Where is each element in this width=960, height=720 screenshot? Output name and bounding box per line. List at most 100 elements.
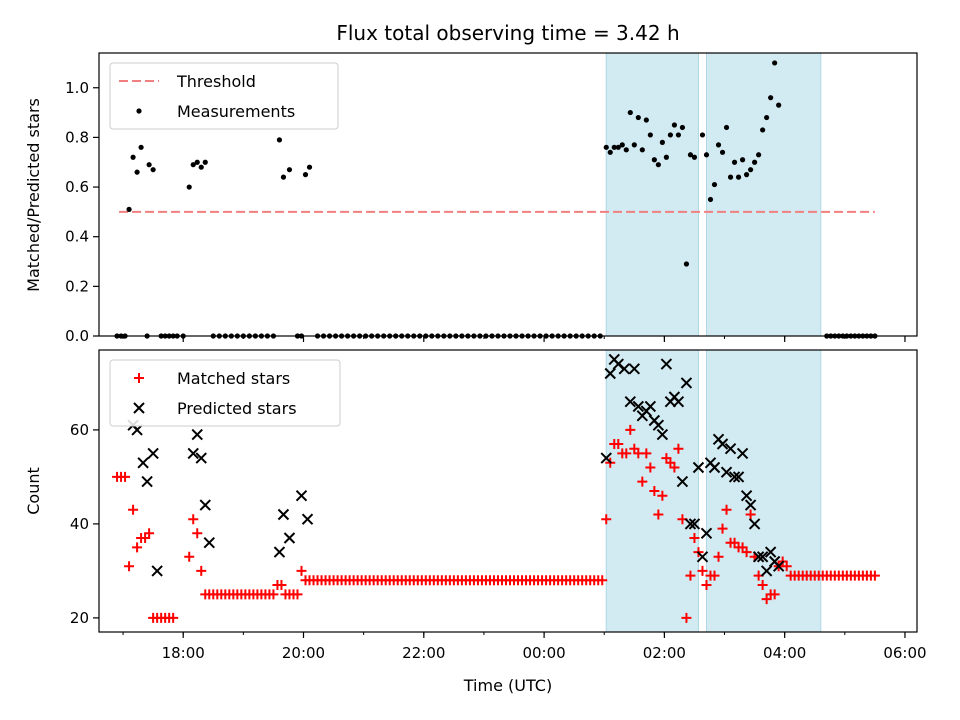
predicted-stars-point <box>708 461 721 474</box>
matched-stars-point <box>637 476 648 487</box>
legend-label: Threshold <box>176 72 256 91</box>
measurement-point <box>130 154 136 160</box>
legend-label: Predicted stars <box>177 399 297 418</box>
matched-stars-point <box>124 561 135 572</box>
legend-measurement-swatch <box>136 108 142 114</box>
matched-stars-point <box>717 523 728 534</box>
measurement-point <box>150 167 156 173</box>
measurement-point <box>747 167 754 173</box>
measurement-point <box>711 181 718 188</box>
measurement-point <box>611 144 617 150</box>
predicted-stars-point <box>131 424 143 436</box>
predicted-stars-point <box>273 546 286 558</box>
predicted-stars-point <box>772 560 785 572</box>
axes-frame <box>98 349 918 633</box>
matched-stars-point <box>597 575 608 586</box>
measurement-point <box>683 261 690 267</box>
predicted-stars-point <box>191 428 203 441</box>
measurement-point <box>727 174 734 180</box>
matched-stars-point <box>769 589 780 600</box>
matched-stars-point <box>184 551 195 562</box>
measurement-point <box>198 164 204 170</box>
measurement-point <box>739 157 746 163</box>
chart-title: Flux total observing time = 3.42 h <box>336 21 679 45</box>
measurement-point <box>691 154 698 160</box>
matched-stars-point <box>621 448 632 459</box>
predicted-stars-point <box>618 363 630 375</box>
predicted-stars-point <box>688 518 701 530</box>
measurement-point <box>667 132 673 138</box>
matched-stars-point <box>741 547 752 558</box>
measurement-point <box>631 142 637 148</box>
matched-stars-point <box>709 570 720 581</box>
predicted-stars-point <box>680 377 693 389</box>
matched-stars-point <box>689 533 700 543</box>
x-tick-label: 06:00 <box>883 644 926 662</box>
y-tick-label: 60 <box>70 421 89 439</box>
matched-stars-point <box>268 589 279 600</box>
predicted-stars-point <box>720 466 733 478</box>
measurement-point <box>627 109 633 116</box>
measurement-point <box>699 132 706 138</box>
measurement-point <box>306 164 313 170</box>
predicted-stars-point <box>195 452 207 464</box>
matched-stars-point <box>681 612 692 623</box>
legend-label: Measurements <box>177 102 295 121</box>
predicted-stars-point <box>676 475 689 488</box>
ratio-panel: 0.0 0.2 0.4 0.6 0.8 1.0 Threshold Measurements <box>65 52 918 345</box>
predicted-stars-point <box>696 551 709 563</box>
matched-stars-point <box>168 612 179 623</box>
matched-stars-point <box>641 448 652 459</box>
legend-box <box>109 62 339 130</box>
matched-stars-point <box>645 462 656 473</box>
matched-stars-point <box>697 565 708 576</box>
measurement-point <box>707 196 714 203</box>
measurement-point <box>687 152 694 158</box>
x-tick-label: 22:00 <box>402 644 445 662</box>
legend-predicted-swatch <box>133 402 145 414</box>
predicted-stars-point <box>692 461 705 474</box>
measurement-point <box>603 144 609 150</box>
predicted-stars-point <box>604 367 616 380</box>
predicted-stars-point <box>684 518 697 530</box>
matched-stars-point <box>192 528 203 539</box>
predicted-stars-point <box>137 457 149 469</box>
y-tick-label: 0.6 <box>65 178 89 196</box>
axes-frame <box>98 52 918 337</box>
measurement-point <box>635 114 641 121</box>
predicted-stars-point <box>760 565 773 577</box>
measurement-point <box>731 159 738 165</box>
measurement-point <box>659 139 665 145</box>
matched-stars-point <box>128 504 139 515</box>
matched-stars-point <box>869 570 880 581</box>
y-tick-label: 0.2 <box>65 277 89 295</box>
measurement-point <box>607 149 613 155</box>
measurement-point <box>134 169 140 175</box>
measurement-point <box>619 142 625 148</box>
matched-stars-point <box>657 490 668 501</box>
predicted-stars-point <box>748 518 761 530</box>
predicted-stars-point <box>764 546 777 558</box>
predicted-stars-point <box>283 532 296 544</box>
predicted-stars-point <box>728 471 741 483</box>
predicted-stars-point <box>660 358 673 370</box>
predicted-stars-point <box>141 475 153 488</box>
predicted-stars-point <box>295 489 308 502</box>
predicted-stars-point <box>736 447 749 460</box>
measurement-point <box>752 159 758 165</box>
matched-stars-point <box>649 486 660 496</box>
measurement-point <box>760 127 766 133</box>
measurement-point <box>655 162 661 168</box>
measurement-point <box>615 144 621 150</box>
matched-stars-point <box>144 528 155 539</box>
observing-interval <box>605 52 699 337</box>
measurement-point <box>671 122 678 128</box>
measurement-point <box>146 162 152 168</box>
predicted-stars-point <box>147 447 159 460</box>
predicted-stars-point <box>724 442 737 455</box>
measurement-point <box>202 159 208 165</box>
predicted-stars-point <box>744 499 757 511</box>
measurement-point <box>723 124 730 131</box>
predicted-stars-point <box>672 395 685 408</box>
